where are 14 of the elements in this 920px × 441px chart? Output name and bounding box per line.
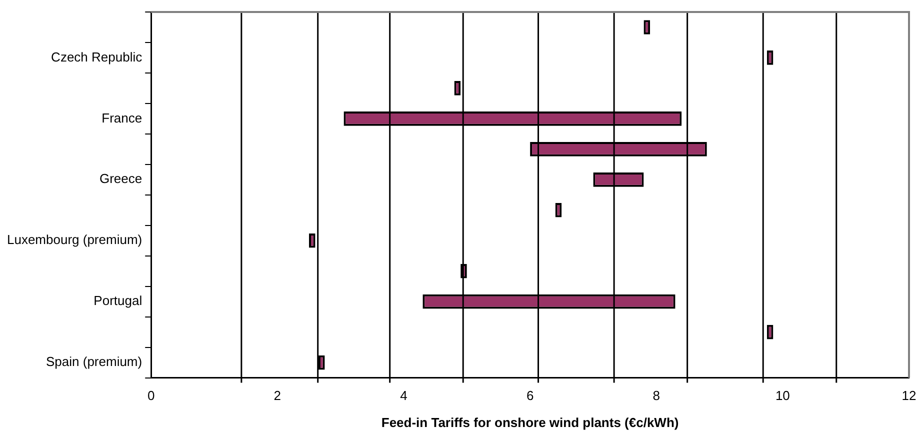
y-tick-label: France <box>102 110 142 126</box>
x-tick-label: 4 <box>400 388 408 404</box>
x-tick-label: 6 <box>526 388 534 404</box>
x-tick-label: 8 <box>652 388 660 404</box>
y-tick-label: Czech Republic <box>51 49 143 64</box>
y-tick-label: Portugal <box>94 293 142 308</box>
y-tick-label: Spain (premium) <box>46 354 142 370</box>
x-tick-label: 12 <box>902 388 916 404</box>
x-tick-label: 2 <box>274 388 282 404</box>
x-tick-label: 0 <box>147 388 155 404</box>
x-tick-label: 10 <box>775 388 790 404</box>
x-axis-title: Feed-in Tariffs for onshore wind plants (€c/kWh) <box>381 414 679 430</box>
y-tick-label: Greece <box>99 171 142 186</box>
y-tick-label: Luxembourg (premium) <box>6 232 142 248</box>
